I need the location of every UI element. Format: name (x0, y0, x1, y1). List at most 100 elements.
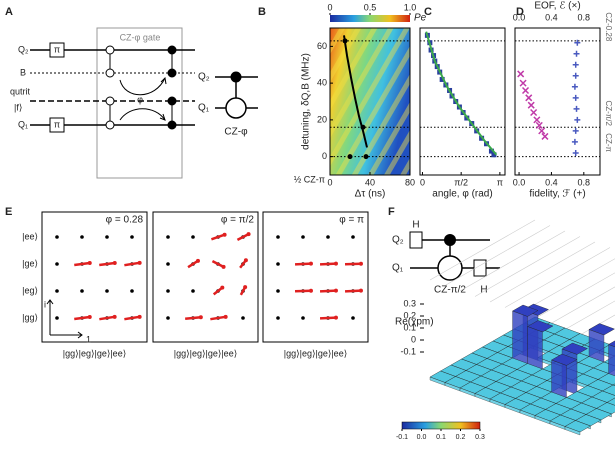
y-axis-label: detuning, δQ,B (MHz) (301, 53, 312, 150)
colorbar (330, 15, 410, 22)
quiver-arrow (319, 316, 337, 320)
point (347, 154, 353, 160)
grid-dot (166, 235, 170, 239)
y-tick-label: 60 (317, 41, 327, 51)
grid-dot (105, 289, 109, 293)
quiver-arrow (236, 233, 250, 241)
quiver-head (220, 285, 225, 290)
grid-dot (191, 235, 195, 239)
y-tick-label: 0 (322, 151, 327, 161)
pi-gate (49, 117, 65, 133)
point (574, 116, 581, 123)
point (572, 127, 579, 134)
quiver-arrow (319, 289, 337, 293)
panel-label: E (5, 206, 12, 218)
back-grid (429, 219, 536, 281)
bar-top (608, 340, 615, 348)
back-grid (444, 225, 551, 286)
grid-dot (55, 316, 59, 320)
filled-dot (167, 120, 177, 130)
x-axis-label: Δτ (ns) (355, 189, 386, 200)
grid-dot (191, 289, 195, 293)
quiver-arrow (99, 315, 115, 321)
control-dot (230, 71, 242, 83)
grid-dot (166, 316, 170, 320)
h-label: H (412, 220, 419, 231)
grid-dot (55, 235, 59, 239)
x-tick-label: π/2 (454, 177, 468, 187)
point (363, 154, 369, 160)
grid-dot (80, 235, 84, 239)
reference-label: CZ-π/2 (604, 100, 613, 126)
grid-dot (326, 235, 330, 239)
heatmap-texture (330, 28, 410, 175)
panel-label: A (5, 6, 13, 18)
x-axis-label: fidelity, ℱ (+) (529, 189, 585, 200)
quiver-arrow (99, 261, 115, 267)
grid-dot (276, 262, 280, 266)
point (439, 76, 445, 82)
back-grid (549, 286, 615, 325)
axis-i: i (44, 299, 46, 309)
point (360, 124, 366, 130)
point (342, 38, 348, 44)
quiver-head (222, 232, 227, 237)
quiver-head (112, 314, 117, 319)
x-tick-label: 0 (327, 177, 332, 187)
quiver-head (87, 261, 92, 266)
point (571, 83, 578, 90)
grid-dot (276, 289, 280, 293)
target (437, 255, 463, 281)
grid-dot (130, 289, 134, 293)
quiver-arrow (185, 315, 201, 321)
x-tick-label: 80 (405, 177, 415, 187)
plot-area (514, 27, 601, 176)
fit-line (425, 31, 498, 156)
arrow (119, 77, 166, 96)
grid-dot (80, 289, 84, 293)
quiver-arrow (74, 315, 90, 321)
quiver-arrow (344, 289, 362, 293)
x-axis-label: angle, φ (rad) (432, 189, 492, 200)
quiver-head (221, 264, 226, 269)
quiver-arrow (210, 315, 226, 321)
quiver-head (333, 288, 338, 293)
quiver-head (223, 314, 228, 319)
panel-a-text: CZ-φ gate Q₂ π B qutrit |f⟩ Q₁ π φ Q₂ Q₁… (10, 32, 248, 137)
colorbar-tick-label: 0 (327, 2, 332, 12)
annotation: ½ CZ-π (294, 174, 325, 184)
point (574, 39, 581, 46)
gate-label: π (54, 44, 60, 54)
colorbar-tick-label: 0.1 (436, 434, 446, 441)
phase-label: φ (137, 94, 143, 104)
x-tick-label: 0.4 (545, 177, 558, 187)
point (519, 79, 527, 87)
h-gate (409, 231, 423, 249)
quiver-head (195, 258, 200, 263)
point (491, 152, 497, 158)
panel-labels: A B C D E F (5, 6, 524, 218)
point (535, 121, 543, 129)
y-state-label: |ge⟩ (22, 258, 38, 268)
point (541, 132, 549, 140)
grid-dot (351, 316, 355, 320)
x-axis-label-top: EOF, ℰ (×) (534, 1, 580, 12)
colorbar-tick-label: 0.0 (417, 434, 427, 441)
h-label: H (480, 285, 487, 296)
point (517, 70, 525, 78)
point (525, 94, 533, 102)
y-state-label: |eg⟩ (22, 285, 38, 295)
back-grid (534, 272, 615, 319)
phi-label: φ = π (339, 215, 364, 226)
back-grid (564, 300, 615, 330)
back-grid (504, 247, 611, 308)
colorbar-tick-label: 0.5 (364, 2, 377, 12)
gate-box (96, 27, 183, 179)
z-tick-label: -0.1 (400, 346, 416, 356)
quiver-head (308, 261, 313, 266)
z-tick-label: 0.2 (403, 310, 416, 320)
y-tick-label: 20 (317, 114, 327, 124)
quiver-arrow (211, 260, 225, 268)
quiver-head (358, 261, 363, 266)
